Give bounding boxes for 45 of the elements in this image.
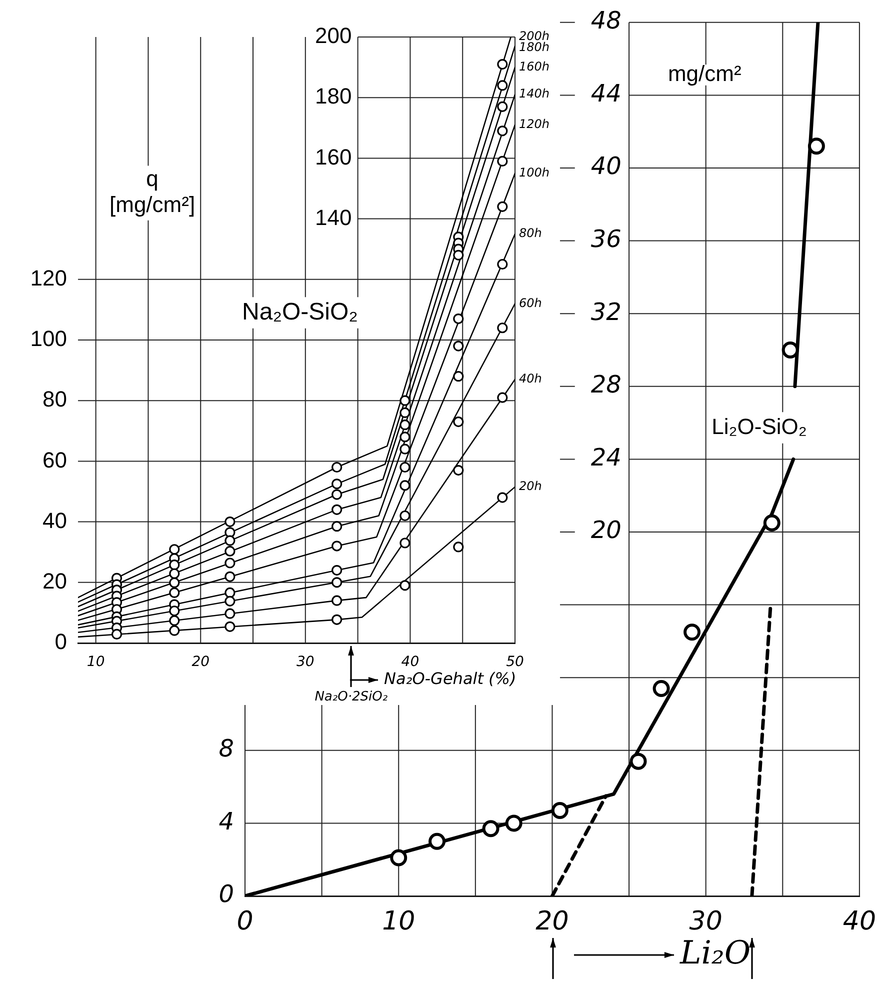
x-tick-label: 10 bbox=[86, 654, 105, 670]
y2-tick-label: 36 bbox=[590, 225, 630, 254]
series-label: 100h bbox=[519, 165, 550, 180]
y-tick-label: 60 bbox=[42, 447, 67, 472]
x-tick-label: 40 bbox=[401, 654, 420, 670]
series-label: 120h bbox=[519, 116, 550, 131]
y-tick-label: 80 bbox=[42, 386, 67, 412]
series-label: 180h bbox=[519, 40, 550, 54]
y-tick-label: 8 bbox=[218, 734, 234, 763]
annotation: mg/cm² bbox=[668, 61, 742, 86]
series-label: 160h bbox=[519, 59, 550, 74]
x-tick-label: 30 bbox=[296, 654, 314, 670]
y2-tick-label: 180 bbox=[314, 84, 358, 109]
y2-tick-label: 20 bbox=[590, 516, 630, 544]
y2-tick-label: 44 bbox=[590, 79, 630, 108]
series-label: 80h bbox=[519, 226, 542, 240]
text: Na₂O-SiO₂ bbox=[242, 298, 358, 326]
y2-tick-label: 160 bbox=[314, 144, 358, 170]
y2-tick-label: 24 bbox=[590, 443, 630, 472]
y2-tick-label: 200 bbox=[314, 23, 358, 48]
series-label: 40h bbox=[519, 372, 542, 386]
x-axis-title: Na₂O-Gehalt (%) bbox=[384, 669, 516, 688]
x-tick-label: 10 bbox=[382, 906, 416, 936]
y-tick-label: 20 bbox=[42, 568, 67, 594]
x-tick-label: 50 bbox=[506, 654, 524, 670]
x-tick-label: 20 bbox=[536, 906, 569, 936]
series-label: 60h bbox=[519, 296, 542, 310]
y-tick-label: 100 bbox=[30, 326, 67, 352]
y-tick-label: 120 bbox=[30, 265, 67, 290]
y2-tick-label: 32 bbox=[590, 298, 630, 326]
annotation: Na₂O·2SiO₂ bbox=[314, 689, 388, 704]
text: Li₂O-SiO₂ bbox=[712, 414, 807, 439]
x-tick-label: 20 bbox=[192, 654, 210, 670]
series-label: 140h bbox=[519, 86, 550, 101]
y-tick-label: 40 bbox=[42, 508, 67, 533]
y2-tick-label: 40 bbox=[590, 152, 630, 180]
y-tick-label: 0 bbox=[218, 880, 234, 908]
y-tick-label: 0 bbox=[54, 629, 67, 654]
y2-tick-label: 28 bbox=[590, 370, 630, 399]
y2-tick-label: 140 bbox=[314, 204, 358, 230]
y2-tick-label: 48 bbox=[590, 6, 630, 35]
series-label: 20h bbox=[519, 479, 542, 494]
y-tick-label: 4 bbox=[218, 807, 234, 836]
y-axis-title: q [mg/cm²] bbox=[110, 166, 196, 218]
x-tick-label: 40 bbox=[842, 906, 876, 936]
